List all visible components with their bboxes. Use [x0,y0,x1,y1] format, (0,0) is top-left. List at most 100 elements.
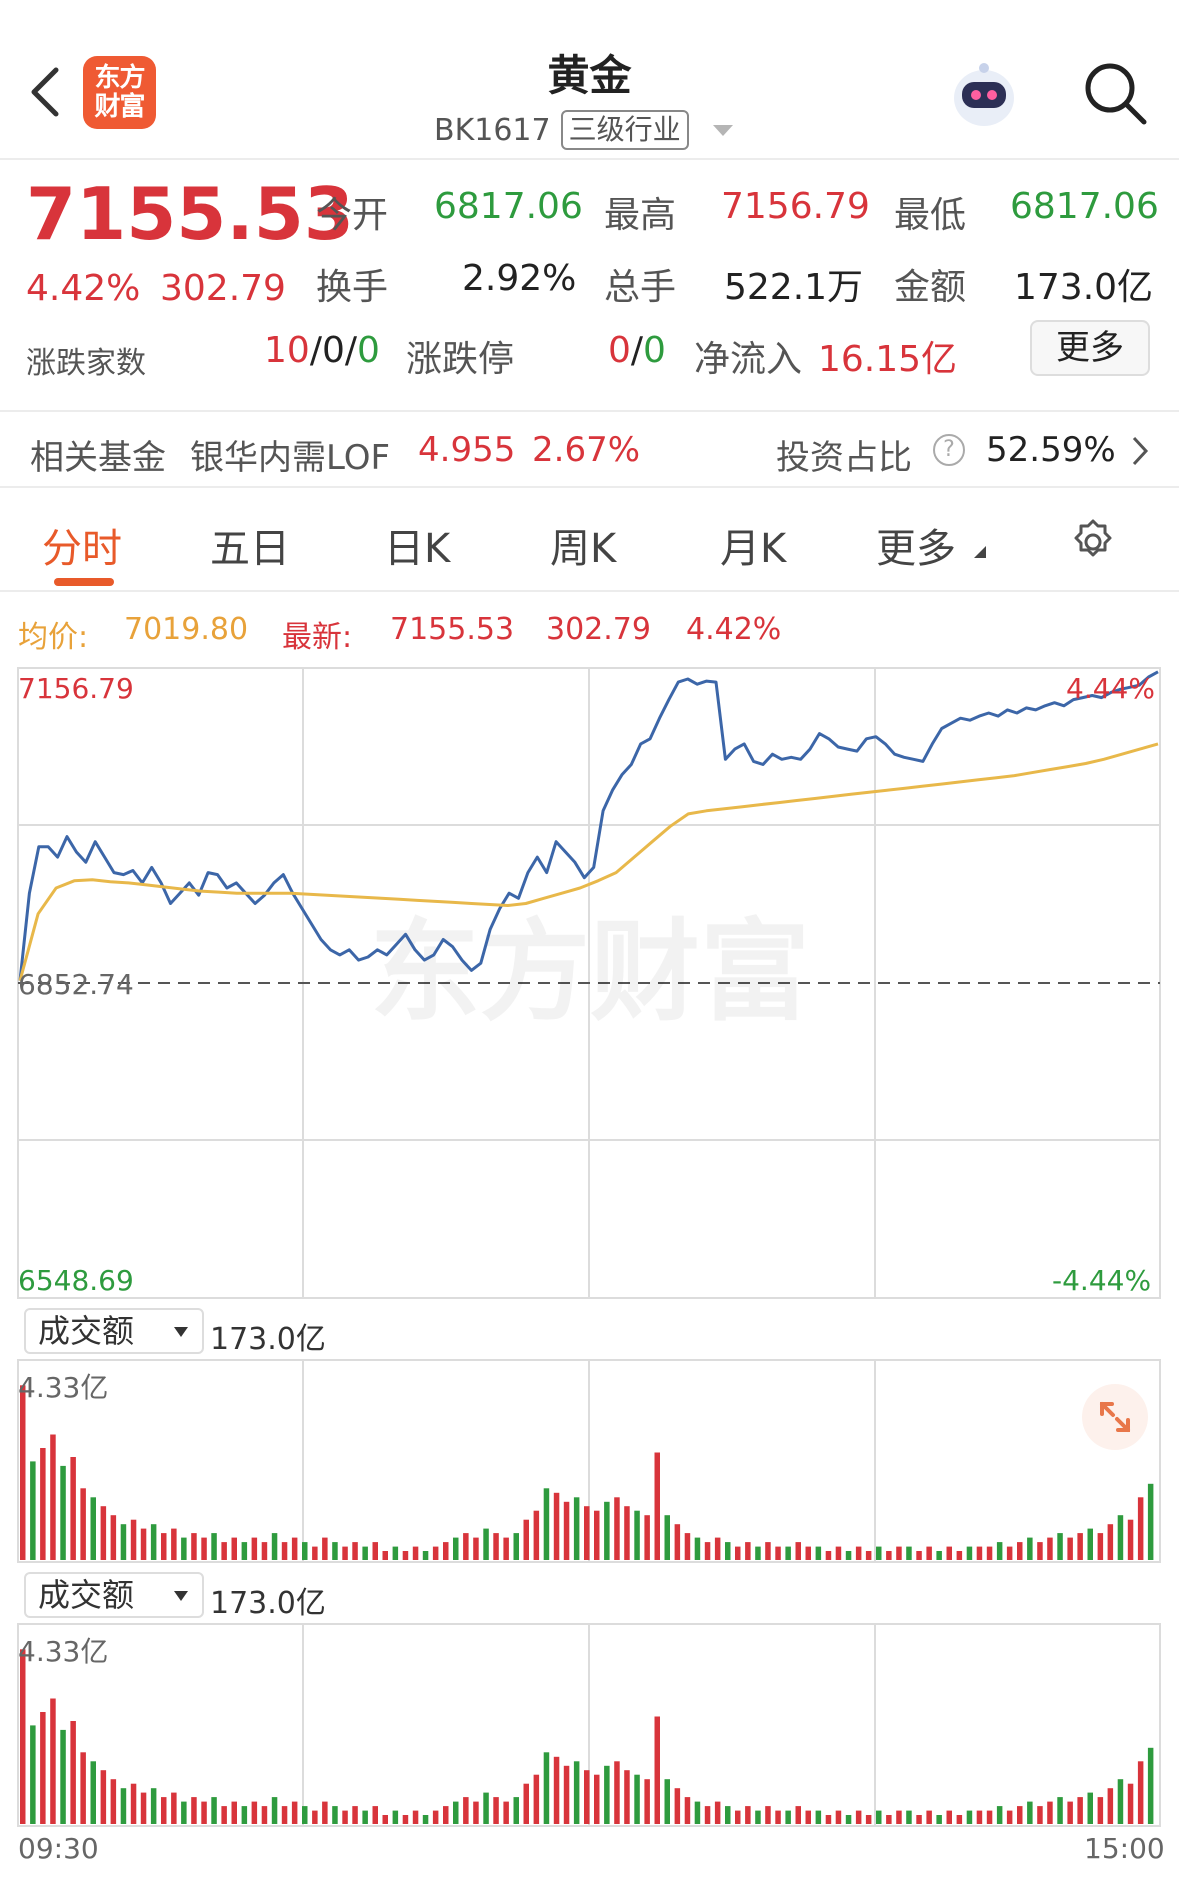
volume-metric-select-1[interactable]: 成交额 [24,1308,204,1354]
volume2-bar [916,1815,922,1824]
volume1-bar [573,1497,580,1560]
volume2-bar [755,1810,761,1824]
volume-bars-2 [20,1649,1154,1824]
volume2-bar [745,1806,751,1824]
volume1-bar [100,1506,107,1560]
volume1-bar [1067,1537,1073,1560]
volume1-bar [604,1501,610,1560]
back-arrow-icon[interactable] [26,62,66,122]
volume1-bar [745,1542,751,1560]
tab-monthly-k[interactable]: 月K [720,526,787,572]
volume1-bar [20,1385,26,1560]
help-icon[interactable]: ? [933,434,965,466]
volume2-bar [120,1788,127,1824]
volume1-bar [493,1533,499,1560]
volume1-bar [986,1546,993,1560]
volume1-bar [221,1542,227,1560]
tab-daily-k[interactable]: 日K [384,526,451,572]
amount-value: 173.0亿 [1014,267,1154,308]
volume-value: 522.1万 [724,267,864,308]
volume-total-1: 173.0亿 [210,1322,326,1357]
limit-values: 0/0 [608,330,666,371]
volume2-bar [271,1797,278,1824]
volume2-bar [1037,1806,1043,1824]
tab-intraday[interactable]: 分时 [42,526,122,572]
volume1-bar [916,1551,922,1560]
volume2-bar [1087,1792,1093,1824]
volume2-bar [906,1810,912,1824]
volume-max-label-1: 4.33亿 [18,1371,109,1404]
volume1-bar [231,1537,237,1560]
change-pct: 4.42% [26,268,141,309]
volume2-bar [140,1792,147,1824]
volume-metric-select-2[interactable]: 成交额 [24,1572,204,1618]
volume2-bar [211,1797,217,1824]
volume2-bar [976,1810,983,1824]
high-value: 7156.79 [721,186,870,227]
volume2-bar [432,1810,439,1824]
volume2-bar [835,1810,842,1824]
volume1-bar [271,1533,278,1560]
volume1-bar [150,1524,157,1560]
volume2-bar [90,1761,96,1824]
volume1-bar [634,1510,640,1560]
volume2-bar [483,1792,489,1824]
volume2-bar [281,1806,288,1824]
volume1-bar [865,1551,872,1560]
volume1-bar [422,1551,429,1560]
sector-code-row[interactable]: BK1617 三级行业 [434,110,733,150]
volume2-bar [523,1783,529,1824]
volume2-bar [956,1815,963,1824]
volume2-bar [110,1779,117,1824]
y-top-pct: 4.44% [1066,672,1155,705]
page-title: 黄金 [547,51,632,100]
volume2-bar [654,1716,660,1824]
volume2-bar [644,1779,650,1824]
volume1-bar [1087,1528,1093,1560]
volume1-bar [946,1546,952,1560]
fund-pct: 2.67% [532,430,641,470]
volume2-bar [443,1806,449,1824]
dropdown-caret-icon[interactable] [712,124,733,136]
volume2-bar [936,1815,942,1824]
volume1-bar [30,1461,36,1560]
volume1-bar [563,1501,570,1560]
volume2-bar [1097,1797,1104,1824]
volume1-bar [291,1537,298,1560]
volume1-bar [845,1551,852,1560]
volume2-bar [70,1721,76,1824]
related-fund-row[interactable]: 相关基金 银华内需LOF 4.955 2.67% 投资占比 ? 52.59% [0,410,1179,488]
turnover-value: 2.92% [462,258,577,299]
volume1-bar [725,1542,731,1560]
volume2-bar [795,1806,801,1824]
settings-gear-icon[interactable] [1068,517,1118,567]
search-icon[interactable] [1080,58,1150,128]
volume2-bar [886,1815,892,1824]
volume2-bar [251,1801,258,1824]
high-label: 最高 [604,195,677,236]
volume-max-label-2: 4.33亿 [18,1635,109,1668]
volume2-bar [845,1815,852,1824]
expand-icon[interactable] [1082,1384,1148,1450]
assistant-robot-icon[interactable] [948,58,1020,130]
amount-label: 金额 [894,267,967,308]
volume1-bar [775,1546,781,1560]
volume2-bar [372,1806,378,1824]
volume1-bar [453,1537,459,1560]
tab-weekly-k[interactable]: 周K [550,526,617,572]
volume1-bar [966,1546,973,1560]
volume2-bar [825,1815,832,1824]
more-button[interactable]: 更多 [1030,320,1150,376]
volume1-bar [805,1546,811,1560]
chevron-right-icon[interactable] [1130,434,1150,468]
tab-more[interactable]: 更多 [876,526,956,572]
volume1-bar [1037,1542,1043,1560]
volume1-bar [1137,1497,1144,1560]
tab-five-day[interactable]: 五日 [210,526,290,572]
volume2-bar [876,1810,882,1824]
volume2-bar [392,1810,399,1824]
volume2-bar [855,1810,862,1824]
volume1-bar [976,1546,983,1560]
volume2-bar [20,1649,26,1824]
